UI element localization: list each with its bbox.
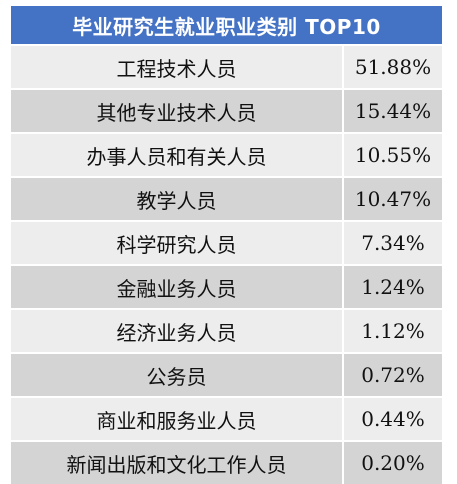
occupation-percentage: 10.55%	[344, 134, 442, 176]
table-row: 科学研究人员 7.34%	[11, 222, 442, 264]
occupation-name: 经济业务人员	[11, 310, 342, 352]
table-row: 新闻出版和文化工作人员 0.20%	[11, 442, 442, 484]
table-row: 其他专业技术人员 15.44%	[11, 90, 442, 132]
occupation-percentage: 0.72%	[344, 354, 442, 396]
occupation-percentage: 1.24%	[344, 266, 442, 308]
occupation-name: 金融业务人员	[11, 266, 342, 308]
table-row: 经济业务人员 1.12%	[11, 310, 442, 352]
occupation-percentage: 10.47%	[344, 178, 442, 220]
table-row: 教学人员 10.47%	[11, 178, 442, 220]
occupation-name: 工程技术人员	[11, 46, 342, 88]
occupation-percentage: 0.44%	[344, 398, 442, 440]
table-row: 办事人员和有关人员 10.55%	[11, 134, 442, 176]
occupation-percentage: 1.12%	[344, 310, 442, 352]
occupation-name: 新闻出版和文化工作人员	[11, 442, 342, 484]
table-body: 工程技术人员 51.88% 其他专业技术人员 15.44% 办事人员和有关人员 …	[11, 44, 442, 484]
table-row: 工程技术人员 51.88%	[11, 46, 442, 88]
table-row: 商业和服务业人员 0.44%	[11, 398, 442, 440]
occupation-percentage: 51.88%	[344, 46, 442, 88]
occupation-percentage: 0.20%	[344, 442, 442, 484]
occupation-name: 其他专业技术人员	[11, 90, 342, 132]
occupation-name: 科学研究人员	[11, 222, 342, 264]
occupation-percentage: 15.44%	[344, 90, 442, 132]
occupation-name: 公务员	[11, 354, 342, 396]
table-row: 金融业务人员 1.24%	[11, 266, 442, 308]
occupation-table: 毕业研究生就业职业类别 TOP10 工程技术人员 51.88% 其他专业技术人员…	[11, 6, 442, 484]
occupation-name: 办事人员和有关人员	[11, 134, 342, 176]
table-row: 公务员 0.72%	[11, 354, 442, 396]
occupation-name: 商业和服务业人员	[11, 398, 342, 440]
occupation-name: 教学人员	[11, 178, 342, 220]
table-title: 毕业研究生就业职业类别 TOP10	[11, 6, 442, 44]
occupation-percentage: 7.34%	[344, 222, 442, 264]
